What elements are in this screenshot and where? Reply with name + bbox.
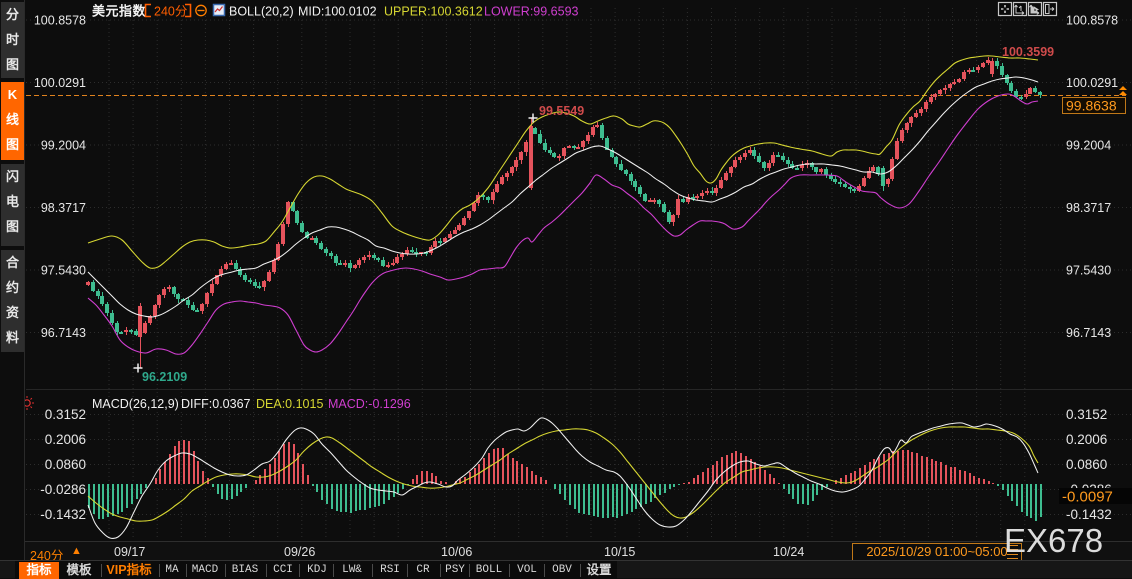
svg-text:99.2004: 99.2004 (1066, 139, 1111, 153)
svg-text:99.8638: 99.8638 (1066, 98, 1117, 114)
svg-text:BOLL(20,2): BOLL(20,2) (229, 5, 294, 19)
svg-text:0.0860: 0.0860 (45, 457, 86, 472)
svg-text:99.2004: 99.2004 (41, 139, 86, 153)
svg-text:100.3599: 100.3599 (1002, 45, 1054, 59)
svg-text:-0.1432: -0.1432 (40, 507, 86, 522)
svg-text:98.3717: 98.3717 (1066, 201, 1111, 215)
svg-text:MID:100.0102: MID:100.0102 (298, 5, 377, 19)
svg-text:100.0291: 100.0291 (1066, 76, 1118, 90)
svg-text:DIFF:0.0367: DIFF:0.0367 (181, 397, 251, 411)
svg-text:98.3717: 98.3717 (41, 201, 86, 215)
svg-text:100.0291: 100.0291 (34, 76, 86, 90)
svg-text:97.5430: 97.5430 (41, 264, 86, 278)
svg-text:0.3152: 0.3152 (1066, 407, 1107, 422)
svg-text:100.8578: 100.8578 (1066, 14, 1118, 28)
svg-text:DEA:0.1015: DEA:0.1015 (256, 397, 323, 411)
svg-text:96.2109: 96.2109 (142, 370, 187, 384)
svg-text:240分: 240分 (154, 5, 187, 19)
svg-text:MACD(26,12,9): MACD(26,12,9) (92, 397, 179, 411)
svg-text:100.8578: 100.8578 (34, 14, 86, 28)
svg-text:99.5549: 99.5549 (539, 104, 584, 118)
svg-text:美元指数: 美元指数 (92, 4, 147, 19)
svg-text:-0.0286: -0.0286 (40, 482, 86, 497)
svg-text:LOWER:99.6593: LOWER:99.6593 (484, 5, 579, 19)
svg-text:0.2006: 0.2006 (1066, 432, 1107, 447)
svg-text:96.7143: 96.7143 (41, 326, 86, 340)
svg-text:UPPER:100.3612: UPPER:100.3612 (384, 5, 483, 19)
svg-text:96.7143: 96.7143 (1066, 326, 1111, 340)
svg-text:0.3152: 0.3152 (45, 407, 86, 422)
svg-text:0.0860: 0.0860 (1066, 457, 1107, 472)
svg-text:97.5430: 97.5430 (1066, 264, 1111, 278)
svg-text:0.2006: 0.2006 (45, 432, 86, 447)
svg-text:-0.0097: -0.0097 (1062, 489, 1113, 506)
svg-text:-0.1432: -0.1432 (1066, 507, 1112, 522)
svg-text:MACD:-0.1296: MACD:-0.1296 (328, 397, 411, 411)
